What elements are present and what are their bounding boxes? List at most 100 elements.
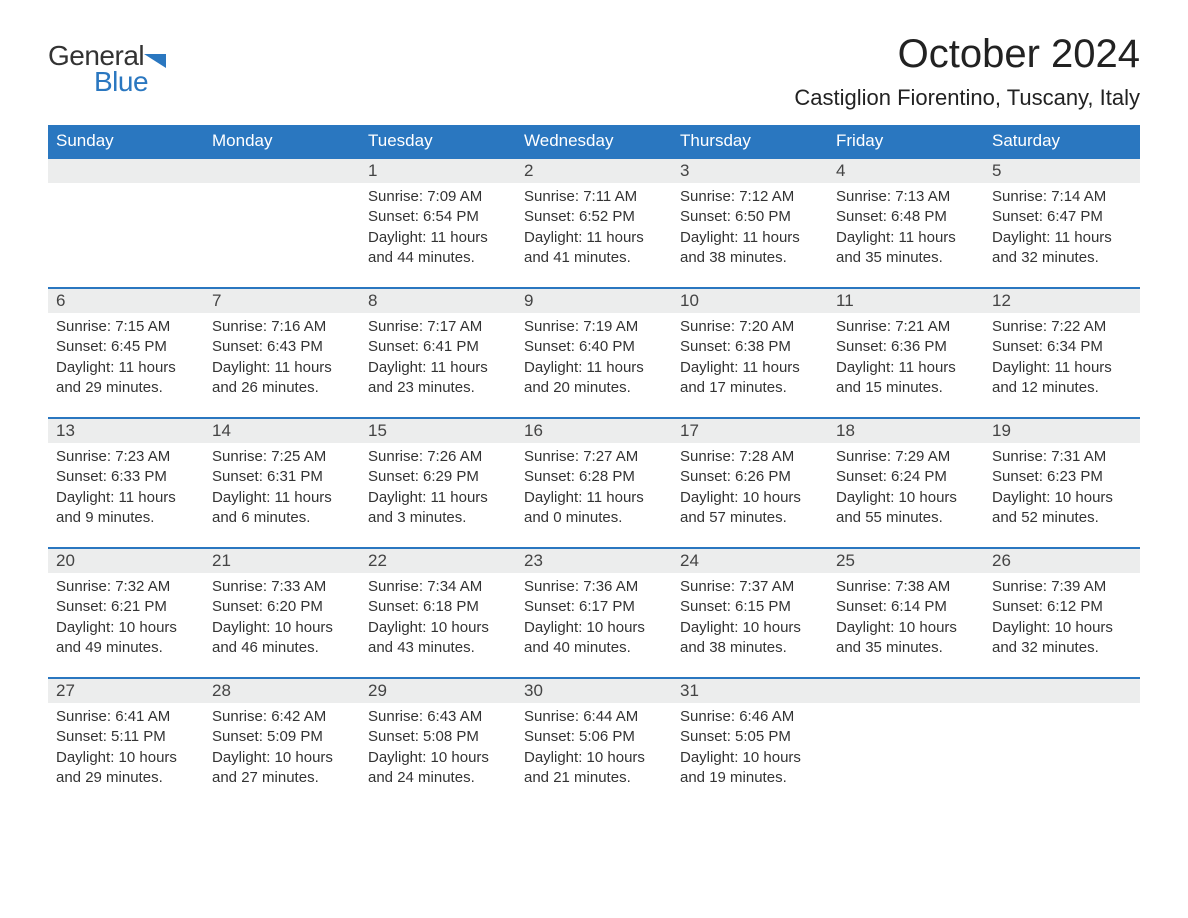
daylight-line: Daylight: 10 hours and 49 minutes.: [56, 618, 196, 659]
daylight-line: Daylight: 11 hours and 17 minutes.: [680, 358, 820, 399]
calendar-week-row: 20Sunrise: 7:32 AMSunset: 6:21 PMDayligh…: [48, 547, 1140, 677]
sunrise-line: Sunrise: 6:44 AM: [524, 707, 664, 727]
day-details: Sunrise: 7:15 AMSunset: 6:45 PMDaylight:…: [48, 313, 204, 406]
calendar-cell: 10Sunrise: 7:20 AMSunset: 6:38 PMDayligh…: [672, 287, 828, 417]
day-details: Sunrise: 7:39 AMSunset: 6:12 PMDaylight:…: [984, 573, 1140, 666]
daylight-line: Daylight: 10 hours and 40 minutes.: [524, 618, 664, 659]
calendar-table: SundayMondayTuesdayWednesdayThursdayFrid…: [48, 125, 1140, 807]
day-details: Sunrise: 7:13 AMSunset: 6:48 PMDaylight:…: [828, 183, 984, 276]
daylight-line: Daylight: 11 hours and 29 minutes.: [56, 358, 196, 399]
month-title: October 2024: [794, 32, 1140, 77]
daylight-line: Daylight: 10 hours and 35 minutes.: [836, 618, 976, 659]
daylight-line: Daylight: 10 hours and 19 minutes.: [680, 748, 820, 789]
daylight-line: Daylight: 10 hours and 57 minutes.: [680, 488, 820, 529]
daylight-line: Daylight: 11 hours and 41 minutes.: [524, 228, 664, 269]
day-details: Sunrise: 7:17 AMSunset: 6:41 PMDaylight:…: [360, 313, 516, 406]
day-number: 25: [828, 547, 984, 573]
day-details: Sunrise: 7:22 AMSunset: 6:34 PMDaylight:…: [984, 313, 1140, 406]
calendar-cell: 16Sunrise: 7:27 AMSunset: 6:28 PMDayligh…: [516, 417, 672, 547]
weekday-header: Thursday: [672, 125, 828, 157]
sunset-line: Sunset: 5:05 PM: [680, 727, 820, 747]
calendar-cell: 19Sunrise: 7:31 AMSunset: 6:23 PMDayligh…: [984, 417, 1140, 547]
day-details: Sunrise: 7:34 AMSunset: 6:18 PMDaylight:…: [360, 573, 516, 666]
sunrise-line: Sunrise: 7:33 AM: [212, 577, 352, 597]
weekday-header: Tuesday: [360, 125, 516, 157]
day-number: 11: [828, 287, 984, 313]
day-details: Sunrise: 7:20 AMSunset: 6:38 PMDaylight:…: [672, 313, 828, 406]
calendar-cell: 31Sunrise: 6:46 AMSunset: 5:05 PMDayligh…: [672, 677, 828, 807]
sunrise-line: Sunrise: 7:11 AM: [524, 187, 664, 207]
day-number: 15: [360, 417, 516, 443]
sunset-line: Sunset: 6:24 PM: [836, 467, 976, 487]
calendar-cell: 23Sunrise: 7:36 AMSunset: 6:17 PMDayligh…: [516, 547, 672, 677]
calendar-cell: 11Sunrise: 7:21 AMSunset: 6:36 PMDayligh…: [828, 287, 984, 417]
day-number: 1: [360, 157, 516, 183]
day-details: Sunrise: 7:11 AMSunset: 6:52 PMDaylight:…: [516, 183, 672, 276]
sunset-line: Sunset: 6:29 PM: [368, 467, 508, 487]
daylight-line: Daylight: 11 hours and 0 minutes.: [524, 488, 664, 529]
day-number: 2: [516, 157, 672, 183]
day-details: Sunrise: 7:19 AMSunset: 6:40 PMDaylight:…: [516, 313, 672, 406]
day-details: Sunrise: 6:42 AMSunset: 5:09 PMDaylight:…: [204, 703, 360, 796]
day-details: Sunrise: 7:28 AMSunset: 6:26 PMDaylight:…: [672, 443, 828, 536]
day-number: 29: [360, 677, 516, 703]
daylight-line: Daylight: 10 hours and 46 minutes.: [212, 618, 352, 659]
sunrise-line: Sunrise: 7:39 AM: [992, 577, 1132, 597]
calendar-cell: 7Sunrise: 7:16 AMSunset: 6:43 PMDaylight…: [204, 287, 360, 417]
calendar-cell: 29Sunrise: 6:43 AMSunset: 5:08 PMDayligh…: [360, 677, 516, 807]
day-number: 14: [204, 417, 360, 443]
day-number: 22: [360, 547, 516, 573]
day-number: [984, 677, 1140, 703]
calendar-cell: 22Sunrise: 7:34 AMSunset: 6:18 PMDayligh…: [360, 547, 516, 677]
day-number: 27: [48, 677, 204, 703]
daylight-line: Daylight: 11 hours and 12 minutes.: [992, 358, 1132, 399]
sunset-line: Sunset: 6:17 PM: [524, 597, 664, 617]
day-details: Sunrise: 7:23 AMSunset: 6:33 PMDaylight:…: [48, 443, 204, 536]
sunrise-line: Sunrise: 7:16 AM: [212, 317, 352, 337]
sunset-line: Sunset: 5:09 PM: [212, 727, 352, 747]
day-details: Sunrise: 7:31 AMSunset: 6:23 PMDaylight:…: [984, 443, 1140, 536]
day-number: 21: [204, 547, 360, 573]
sunset-line: Sunset: 6:54 PM: [368, 207, 508, 227]
day-number: 30: [516, 677, 672, 703]
day-details: Sunrise: 7:32 AMSunset: 6:21 PMDaylight:…: [48, 573, 204, 666]
sunset-line: Sunset: 5:06 PM: [524, 727, 664, 747]
calendar-cell: [204, 157, 360, 287]
location: Castiglion Fiorentino, Tuscany, Italy: [794, 85, 1140, 111]
day-number: 7: [204, 287, 360, 313]
day-number: 13: [48, 417, 204, 443]
sunrise-line: Sunrise: 7:19 AM: [524, 317, 664, 337]
sunrise-line: Sunrise: 7:21 AM: [836, 317, 976, 337]
daylight-line: Daylight: 11 hours and 35 minutes.: [836, 228, 976, 269]
day-number: 26: [984, 547, 1140, 573]
calendar-cell: [48, 157, 204, 287]
logo-text-block: General Blue: [48, 40, 166, 98]
daylight-line: Daylight: 10 hours and 55 minutes.: [836, 488, 976, 529]
daylight-line: Daylight: 11 hours and 26 minutes.: [212, 358, 352, 399]
sunset-line: Sunset: 6:47 PM: [992, 207, 1132, 227]
day-number: 8: [360, 287, 516, 313]
day-details: Sunrise: 7:27 AMSunset: 6:28 PMDaylight:…: [516, 443, 672, 536]
sunset-line: Sunset: 6:31 PM: [212, 467, 352, 487]
calendar-cell: 25Sunrise: 7:38 AMSunset: 6:14 PMDayligh…: [828, 547, 984, 677]
sunset-line: Sunset: 6:36 PM: [836, 337, 976, 357]
calendar-cell: 4Sunrise: 7:13 AMSunset: 6:48 PMDaylight…: [828, 157, 984, 287]
daylight-line: Daylight: 10 hours and 29 minutes.: [56, 748, 196, 789]
calendar-week-row: 13Sunrise: 7:23 AMSunset: 6:33 PMDayligh…: [48, 417, 1140, 547]
daylight-line: Daylight: 11 hours and 23 minutes.: [368, 358, 508, 399]
sunrise-line: Sunrise: 7:25 AM: [212, 447, 352, 467]
daylight-line: Daylight: 11 hours and 38 minutes.: [680, 228, 820, 269]
weekday-header: Wednesday: [516, 125, 672, 157]
sunset-line: Sunset: 6:21 PM: [56, 597, 196, 617]
daylight-line: Daylight: 10 hours and 52 minutes.: [992, 488, 1132, 529]
sunrise-line: Sunrise: 7:14 AM: [992, 187, 1132, 207]
day-number: 6: [48, 287, 204, 313]
daylight-line: Daylight: 11 hours and 20 minutes.: [524, 358, 664, 399]
day-details: Sunrise: 6:46 AMSunset: 5:05 PMDaylight:…: [672, 703, 828, 796]
day-details: Sunrise: 6:43 AMSunset: 5:08 PMDaylight:…: [360, 703, 516, 796]
daylight-line: Daylight: 10 hours and 24 minutes.: [368, 748, 508, 789]
weekday-header: Friday: [828, 125, 984, 157]
sunset-line: Sunset: 6:38 PM: [680, 337, 820, 357]
day-number: 10: [672, 287, 828, 313]
sunset-line: Sunset: 6:40 PM: [524, 337, 664, 357]
